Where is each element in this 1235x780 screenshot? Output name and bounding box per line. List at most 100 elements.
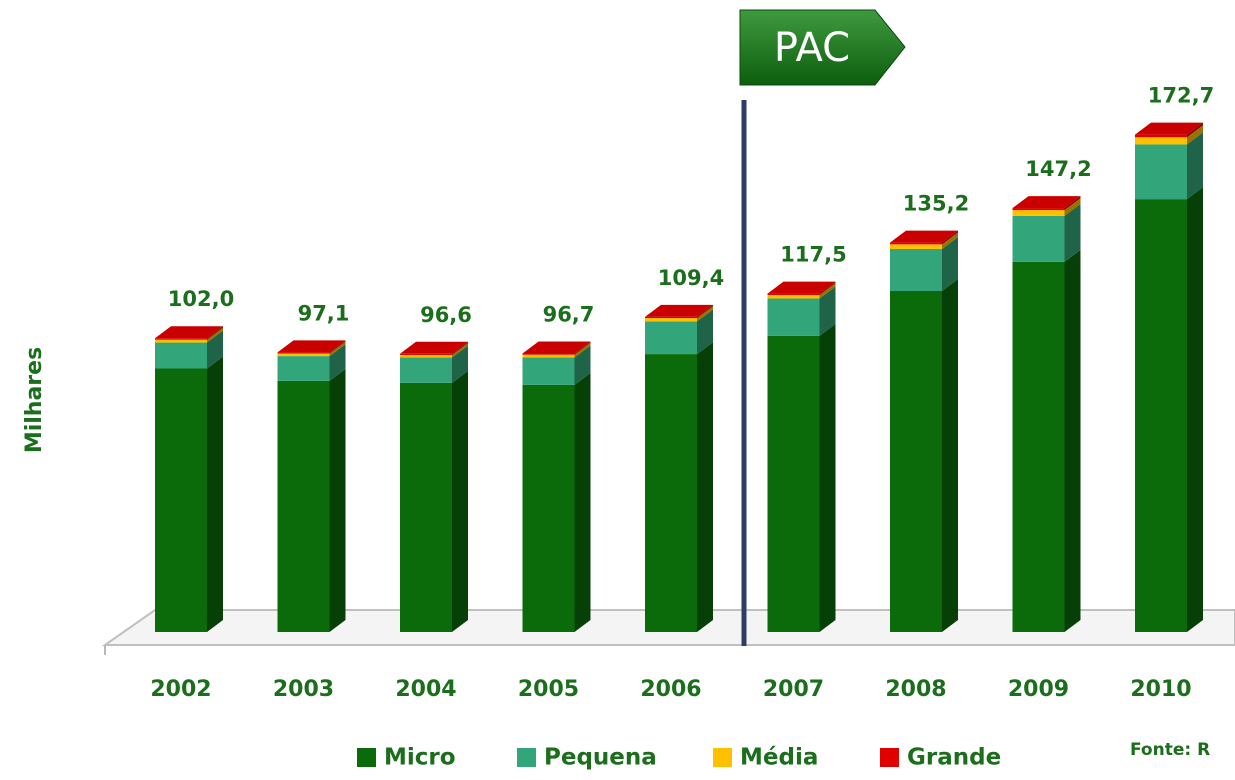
bar-top <box>1012 196 1081 209</box>
bar-segment <box>277 380 330 632</box>
y-axis-label: Milhares <box>22 347 47 453</box>
bar-segment <box>767 293 820 296</box>
bar-segment <box>890 244 942 249</box>
bar-top <box>277 340 346 353</box>
bar-segment <box>522 354 575 358</box>
bar-side <box>574 342 591 358</box>
bar-segment <box>155 342 207 369</box>
bar-segment <box>1135 134 1187 138</box>
bar-segment <box>522 384 575 632</box>
bar-side <box>207 326 223 340</box>
bar-side <box>697 304 713 319</box>
source: Fonte: R <box>1130 740 1210 760</box>
bar-side <box>207 356 223 632</box>
x-tick-label: 2004 <box>395 677 456 702</box>
bar-segment <box>155 368 207 632</box>
bar-segment <box>400 382 452 632</box>
bar-side <box>452 341 468 355</box>
bar-side <box>819 281 836 296</box>
x-tick-label: 2003 <box>273 677 334 702</box>
bars <box>155 122 1203 633</box>
bar-side <box>697 306 713 322</box>
bar-segment <box>522 353 575 355</box>
bar-side <box>329 344 346 381</box>
bar-segment <box>277 353 330 357</box>
bar-segment <box>767 298 820 336</box>
bar-side <box>819 323 836 632</box>
bar-side <box>1064 203 1081 262</box>
bar-top <box>522 341 591 354</box>
bar-side <box>1187 122 1203 138</box>
x-tick-label: 2002 <box>150 677 211 702</box>
bar-segment <box>400 353 452 355</box>
bar-side <box>697 309 713 355</box>
bar-segment <box>155 339 207 343</box>
bar-side <box>1064 198 1081 216</box>
bar-side <box>1187 132 1203 200</box>
x-tick-label: 2005 <box>518 677 579 702</box>
bar-side <box>942 232 958 249</box>
bar-side <box>574 372 591 632</box>
bar-segment <box>400 354 452 358</box>
legend-swatch <box>357 748 376 767</box>
bar-side <box>1064 196 1081 211</box>
bar-side <box>819 286 836 336</box>
bar-side <box>207 327 223 343</box>
annotation: PAC <box>774 25 850 71</box>
bar-top <box>155 326 223 339</box>
legend-swatch <box>713 748 732 767</box>
bar-side <box>207 330 223 369</box>
total-label: 172,7 <box>1148 84 1214 108</box>
bar-side <box>942 279 958 632</box>
bar-segment <box>1012 210 1065 216</box>
bar-segment <box>890 248 942 292</box>
bar-side <box>1064 249 1081 633</box>
legend-label: Micro <box>384 745 456 771</box>
bar-segment <box>400 357 452 383</box>
bar-segment <box>1012 215 1065 262</box>
bar-side <box>329 341 346 357</box>
bar-segment <box>645 316 697 319</box>
bar-side <box>697 342 713 632</box>
bar-top <box>1135 122 1203 135</box>
bar-top <box>400 341 468 354</box>
legend-label: Grande <box>907 745 1001 771</box>
bar-side <box>942 230 958 245</box>
bar-side <box>574 341 591 355</box>
bar-segment <box>1135 137 1187 145</box>
x-tick-label: 2006 <box>640 677 701 702</box>
bar-segment <box>277 356 330 381</box>
total-label: 135,2 <box>903 192 969 216</box>
bar-side <box>1187 125 1203 145</box>
x-tick-label: 2008 <box>885 677 946 702</box>
bar-side <box>452 345 468 383</box>
bar-segment <box>645 321 697 355</box>
x-tick-label: 2007 <box>763 677 824 702</box>
total-label: 109,4 <box>658 266 724 290</box>
total-label: 147,2 <box>1025 157 1091 181</box>
bar-top <box>890 230 958 243</box>
bar-side <box>452 370 468 632</box>
total-label: 102,0 <box>168 287 234 311</box>
total-label: 97,1 <box>298 301 350 325</box>
bar-segment <box>1012 261 1065 632</box>
bar-segment <box>645 354 697 632</box>
bar-segment <box>767 295 820 299</box>
bar-segment <box>645 318 697 322</box>
bar-segment <box>890 291 942 632</box>
total-label: 96,6 <box>420 303 472 327</box>
bar-side <box>819 283 836 299</box>
bar-segment <box>890 242 942 245</box>
bar-side <box>329 340 346 354</box>
pac-flag <box>739 9 906 86</box>
bar-side <box>574 345 591 385</box>
bar-segment <box>1135 144 1187 200</box>
bar-segment <box>1135 199 1187 633</box>
bar-side <box>329 368 346 632</box>
bar-side <box>942 236 958 292</box>
x-tick-label: 2010 <box>1130 677 1191 702</box>
legend-label: Pequena <box>544 745 657 771</box>
bar-side <box>452 342 468 358</box>
bar-side <box>1187 187 1203 633</box>
